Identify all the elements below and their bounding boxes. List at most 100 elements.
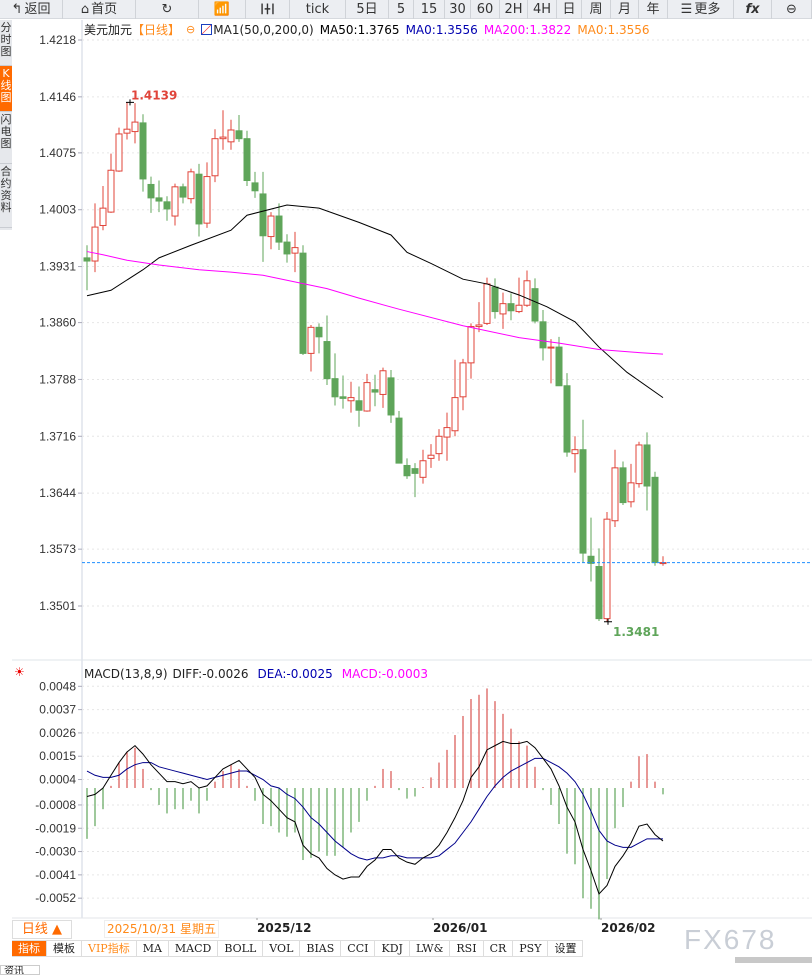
toolbar-button-4h[interactable]: 4H <box>528 0 557 19</box>
macd-name: MACD(13,8,9) <box>84 667 168 681</box>
candle <box>355 386 363 427</box>
indicator-tab[interactable]: LW& <box>410 941 451 956</box>
candle-body <box>323 341 331 380</box>
candle-body <box>579 449 587 554</box>
candle-body <box>411 468 419 474</box>
toolbar-button--[interactable]: ↰ 返回 <box>0 0 63 19</box>
candle-body <box>499 303 507 315</box>
candle-body <box>139 122 147 180</box>
toolbar-button-tick[interactable]: tick <box>290 0 346 19</box>
candle <box>291 231 299 273</box>
candle-body <box>643 444 651 487</box>
macd-dea-value: DEA:-0.0025 <box>257 667 333 681</box>
candle-body <box>563 385 571 453</box>
candle <box>459 358 467 411</box>
candle <box>547 339 555 384</box>
watermark: FX678 <box>684 924 777 955</box>
candle <box>83 245 91 291</box>
candle-body <box>331 378 339 398</box>
candle-body <box>251 182 259 192</box>
price-legend: 美元加元 【日线】 ⊖ MA1(50,0,200,0) MA50:1.3765 … <box>84 21 650 38</box>
news-tab[interactable]: 资讯 <box>0 965 40 975</box>
toolbar-label: 2H <box>504 1 523 17</box>
indicator-tab[interactable]: BOLL <box>218 941 264 956</box>
candle <box>403 458 411 479</box>
candle <box>259 171 267 262</box>
indicator-tab[interactable]: VOL <box>263 941 301 956</box>
candle <box>451 359 459 437</box>
indicator-tab[interactable]: CCI <box>341 941 376 956</box>
indicator-tab[interactable]: 指标 <box>12 941 47 956</box>
candle-body <box>307 326 315 354</box>
price-chart[interactable]: 1.4218 1.4146 1.4075 1.4003 1.3931 1.3860 1.37… <box>0 0 812 920</box>
toolbar-button--[interactable]: 日 <box>557 0 582 19</box>
candle <box>251 171 259 198</box>
toolbar-button--[interactable]: 年 <box>639 0 668 19</box>
indicator-tab[interactable]: KDJ <box>375 941 410 956</box>
toolbar-button--[interactable]: ☰ 更多 <box>668 0 734 19</box>
ma-indicator[interactable]: MA1(50,0,200,0) <box>201 23 314 37</box>
toolbar-button-candlestick-icon[interactable]: ┃╋┃ <box>246 0 290 19</box>
sidebar-tab-flash-chart[interactable]: 闪电图 <box>0 112 12 164</box>
candle-body <box>227 129 235 143</box>
candle <box>579 419 587 563</box>
candle-body <box>363 382 371 412</box>
toolbar-button-fx[interactable]: fx <box>734 0 772 19</box>
sidebar-tab-time-chart[interactable]: 分时图 <box>0 20 12 66</box>
indicator-tab[interactable]: MA <box>137 941 169 956</box>
macd-hist-value: MACD:-0.0003 <box>341 667 429 681</box>
indicator-tab[interactable]: BIAS <box>300 941 342 956</box>
candle <box>187 168 195 204</box>
indicator-tab[interactable]: RSI <box>450 941 484 956</box>
sidebar-tab-contract-info[interactable]: 合约资料 <box>0 164 12 228</box>
candle-body <box>107 169 115 213</box>
price-tick-label: 1.4003 <box>39 203 76 217</box>
indicator-tab[interactable]: 模板 <box>47 941 82 956</box>
indicator-tab[interactable]: 设置 <box>548 941 584 956</box>
candle <box>315 323 323 354</box>
candle <box>275 203 283 250</box>
candle-body <box>395 417 403 464</box>
candle-body <box>355 400 363 411</box>
price-tick-label: 1.4218 <box>39 33 76 47</box>
candle <box>299 245 307 355</box>
sidebar-tab-kline[interactable]: K线图 <box>0 66 12 112</box>
candle <box>107 153 115 213</box>
candle-body <box>211 138 219 177</box>
macd-settings-icon[interactable]: ☀ <box>14 665 25 679</box>
candle-body <box>555 346 563 387</box>
candle-body <box>387 377 395 416</box>
indicator-tab[interactable]: MACD <box>169 941 219 956</box>
candle <box>595 548 603 621</box>
toolbar-button-refresh-icon[interactable]: ↻ <box>136 0 199 19</box>
candle <box>507 293 515 321</box>
toolbar-button--[interactable]: ⌂ 首页 <box>63 0 136 19</box>
candle-body <box>627 482 635 503</box>
toolbar-button--[interactable]: 周 <box>582 0 611 19</box>
indicator-tab[interactable]: PSY <box>513 941 549 956</box>
toolbar-button-5-[interactable]: 5日 <box>346 0 389 19</box>
toolbar-button-30[interactable]: 30 <box>445 0 471 19</box>
toolbar-button-15[interactable]: 15 <box>414 0 445 19</box>
toolbar-button-60[interactable]: 60 <box>471 0 500 19</box>
view-sidebar: 分时图 K线图 闪电图 合约资料 <box>0 20 12 230</box>
candle-body <box>443 427 451 438</box>
horizontal-scrollbar[interactable] <box>735 957 812 963</box>
period-selector[interactable]: 日线 ▲ <box>12 920 72 939</box>
candle-body <box>403 464 411 477</box>
toolbar-button--[interactable]: 月 <box>611 0 639 19</box>
candle <box>427 444 435 468</box>
toolbar-button-bar-chart-icon[interactable]: 📶 <box>199 0 246 19</box>
indicator-settings-icon[interactable]: ⊖ <box>186 23 196 36</box>
candle-body <box>347 397 355 402</box>
high-marker <box>126 99 134 106</box>
candle-body <box>571 449 579 455</box>
indicator-tab[interactable]: CR <box>484 941 514 956</box>
toolbar-button-5[interactable]: 5 <box>389 0 414 19</box>
low-price-label: 1.3481 <box>613 625 659 639</box>
price-tick-label: 1.3931 <box>39 260 76 274</box>
candle-body <box>131 121 139 133</box>
toolbar-label: 月 <box>617 1 631 17</box>
toolbar-button-2h[interactable]: 2H <box>500 0 528 19</box>
indicator-tab[interactable]: VIP指标 <box>82 941 137 956</box>
